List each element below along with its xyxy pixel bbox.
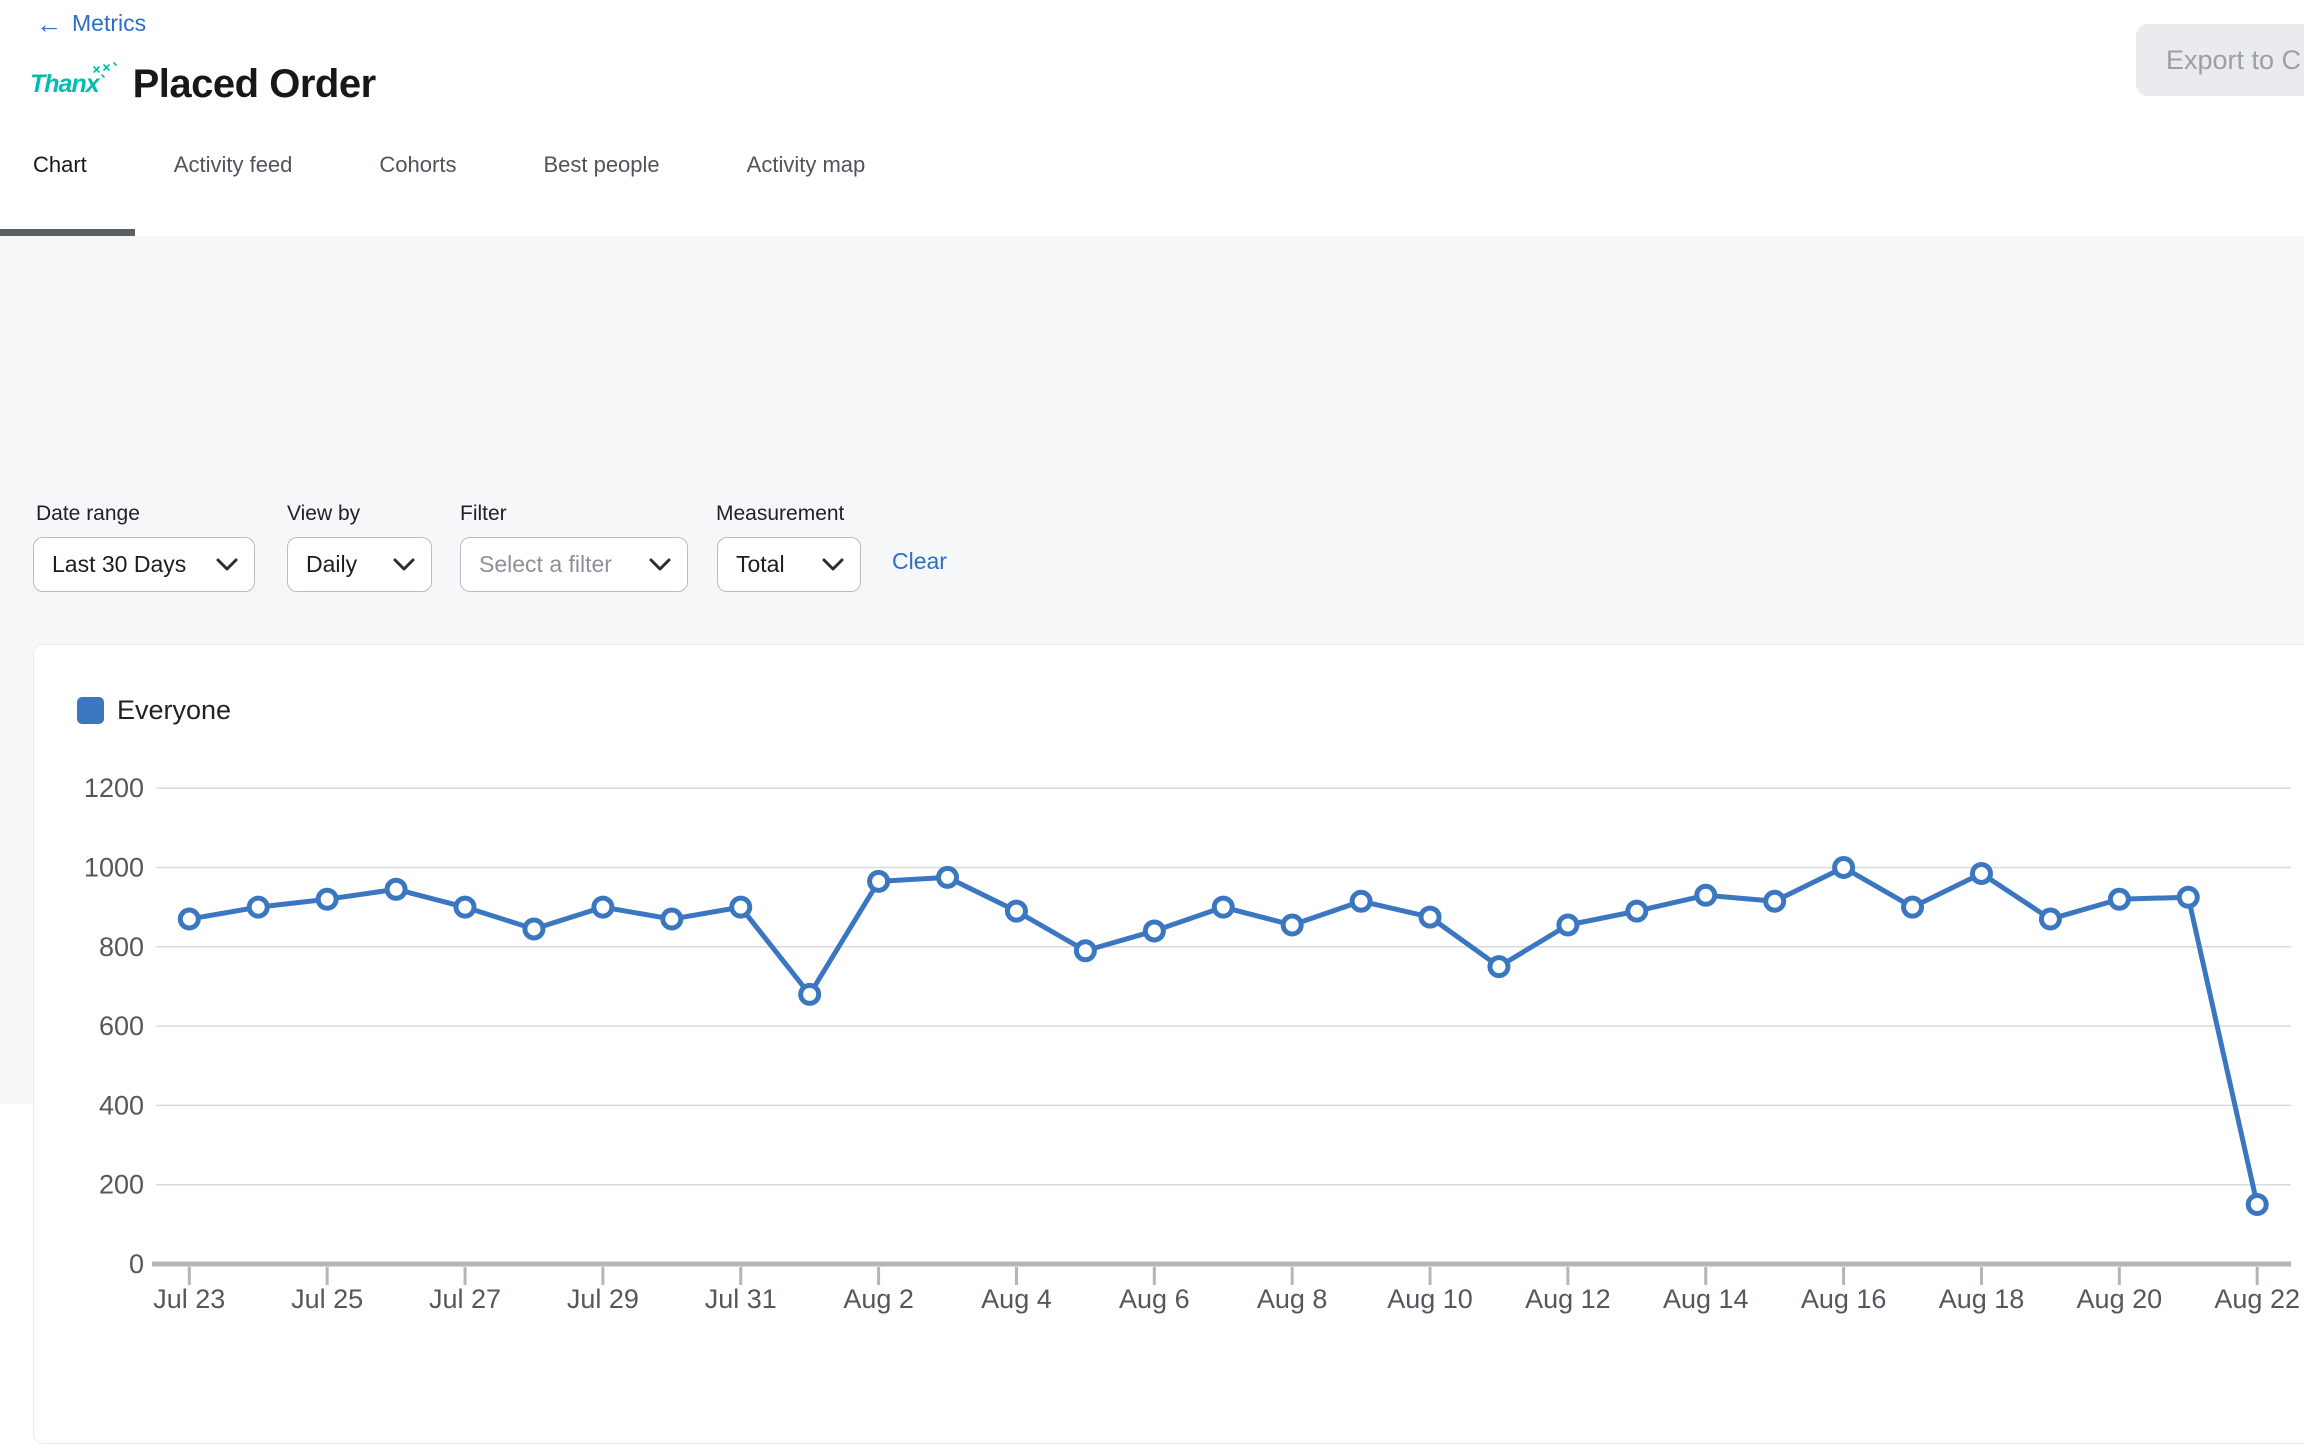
svg-text:0: 0: [129, 1249, 144, 1279]
svg-text:Aug 8: Aug 8: [1257, 1284, 1328, 1314]
svg-text:Aug 4: Aug 4: [981, 1284, 1052, 1314]
svg-text:Aug 18: Aug 18: [1939, 1284, 2025, 1314]
svg-text:Jul 23: Jul 23: [153, 1284, 225, 1314]
title-row: Thanx Placed Order: [30, 62, 376, 107]
page-title: Placed Order: [132, 62, 377, 106]
filter-label: Filter: [460, 502, 507, 525]
svg-text:Aug 2: Aug 2: [843, 1284, 914, 1314]
svg-text:200: 200: [99, 1170, 144, 1200]
svg-text:Jul 29: Jul 29: [567, 1284, 639, 1314]
line-chart[interactable]: 1200 1000 800 600 400 200 0 Jul 23 Jul 25 Jul 27 J…: [34, 645, 2304, 1341]
svg-text:Aug 20: Aug 20: [2077, 1284, 2163, 1314]
tab-activity-map[interactable]: Activity map: [746, 152, 866, 177]
filter-select[interactable]: Select a filter: [460, 537, 688, 592]
view-by-select[interactable]: Daily: [287, 537, 432, 592]
svg-text:1200: 1200: [84, 773, 144, 803]
svg-text:400: 400: [99, 1090, 144, 1120]
legend[interactable]: Everyone: [77, 695, 231, 726]
svg-text:Jul 25: Jul 25: [291, 1284, 363, 1314]
tab-chart[interactable]: Chart: [33, 152, 87, 177]
chevron-down-icon: [649, 558, 671, 571]
svg-text:Aug 10: Aug 10: [1387, 1284, 1473, 1314]
svg-text:1000: 1000: [84, 853, 144, 883]
date-range-label: Date range: [36, 502, 140, 525]
chart-card: 1200 1000 800 600 400 200 0 Jul 23 Jul 25 Jul 27 J…: [33, 644, 2304, 1444]
thanx-logo: Thanx: [30, 62, 117, 99]
content-background: Date range View by Filter Measurement La…: [0, 236, 2304, 1444]
filter-placeholder: Select a filter: [479, 551, 612, 577]
chevron-down-icon: [216, 558, 238, 571]
svg-text:Aug 16: Aug 16: [1801, 1284, 1887, 1314]
measurement-select[interactable]: Total: [717, 537, 861, 592]
svg-text:800: 800: [99, 932, 144, 962]
svg-text:Aug 6: Aug 6: [1119, 1284, 1190, 1314]
measurement-label: Measurement: [716, 502, 845, 525]
back-link-label: Metrics: [72, 10, 147, 36]
export-csv-button[interactable]: Export to C: [2136, 24, 2304, 96]
svg-text:Jul 31: Jul 31: [705, 1284, 777, 1314]
active-tab-underline: [0, 229, 135, 236]
svg-text:Aug 22: Aug 22: [2214, 1284, 2300, 1314]
view-by-label: View by: [287, 502, 361, 525]
svg-text:Jul 27: Jul 27: [429, 1284, 501, 1314]
logo-sparkles-icon: [92, 62, 117, 78]
chevron-down-icon: [393, 558, 415, 571]
svg-text:Aug 14: Aug 14: [1663, 1284, 1749, 1314]
tab-bar: Chart Activity feed Cohorts Best people …: [33, 152, 865, 178]
svg-text:Aug 12: Aug 12: [1525, 1284, 1611, 1314]
tab-activity-feed[interactable]: Activity feed: [173, 152, 293, 177]
back-arrow-icon: ←: [36, 8, 62, 39]
legend-series-label: Everyone: [117, 695, 232, 725]
svg-text:600: 600: [99, 1011, 144, 1041]
clear-filters-link[interactable]: Clear: [892, 548, 947, 574]
tab-best-people[interactable]: Best people: [543, 152, 660, 177]
chevron-down-icon: [822, 558, 844, 571]
back-to-metrics-link[interactable]: ← Metrics: [36, 10, 146, 37]
tab-cohorts[interactable]: Cohorts: [379, 152, 457, 177]
date-range-select[interactable]: Last 30 Days: [33, 537, 255, 592]
measurement-value: Total: [736, 551, 785, 577]
legend-swatch: [77, 697, 104, 724]
view-by-value: Daily: [306, 551, 358, 577]
date-range-value: Last 30 Days: [52, 551, 187, 577]
